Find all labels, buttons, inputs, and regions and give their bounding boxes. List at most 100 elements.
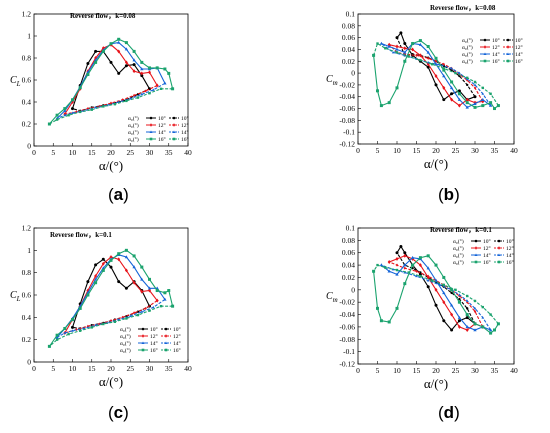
legend-marker — [497, 253, 501, 257]
y-tick-label: 0.08 — [342, 21, 355, 30]
data-point — [473, 328, 477, 332]
y-tick-label: 1 — [27, 32, 31, 41]
data-point — [481, 97, 485, 101]
data-point — [124, 47, 129, 51]
data-point — [426, 45, 430, 48]
x-tick-label: 5 — [376, 146, 380, 155]
data-point — [418, 256, 422, 260]
data-point — [113, 320, 117, 323]
y-tick-label: -0.04 — [339, 92, 355, 101]
legend-marker — [141, 327, 145, 331]
legend-label: 14° — [492, 51, 500, 58]
y-axis-label: CL — [10, 290, 21, 303]
data-point — [473, 306, 477, 310]
data-point — [450, 328, 454, 332]
data-point — [159, 304, 163, 308]
data-point — [79, 329, 82, 332]
series-upstroke-line — [48, 38, 174, 125]
data-point — [442, 283, 445, 287]
chart-title: Reverse flow，k=0.1 — [430, 226, 492, 234]
data-point — [403, 50, 407, 54]
legend-label: 16° — [158, 136, 166, 143]
x-tick-label: 35 — [165, 148, 173, 157]
y-tick-label: -0.08 — [339, 335, 355, 344]
data-point — [171, 304, 174, 308]
y-tick-label: 0 — [27, 358, 31, 367]
data-point — [124, 64, 128, 68]
data-point — [94, 274, 98, 278]
data-point — [466, 76, 469, 80]
data-point — [426, 285, 430, 289]
legend-label: 12° — [173, 333, 181, 340]
data-point — [489, 101, 493, 105]
data-point — [434, 56, 438, 60]
data-point — [403, 46, 407, 51]
legend-marker — [164, 327, 168, 331]
data-point — [450, 288, 454, 292]
x-tick-label: 30 — [146, 148, 154, 157]
legend-label: 14° — [173, 340, 181, 347]
legend-marker — [164, 334, 168, 338]
legend-label: 16° — [492, 58, 500, 65]
data-point — [140, 265, 144, 269]
chart-panel-c: 0 5 10 15 20 25 30 35 40 0 0.2 0.4 0.6 0.8 1 1.2 CL α/(°)… — [10, 224, 192, 423]
data-point — [489, 328, 492, 331]
legend-marker — [506, 52, 510, 56]
data-point — [140, 60, 144, 64]
y-axis-label: Cm — [326, 74, 338, 87]
legend-marker — [506, 38, 510, 42]
data-point — [140, 277, 144, 281]
data-point — [434, 62, 438, 66]
x-tick-label: 35 — [165, 364, 173, 373]
legend-marker — [474, 239, 478, 243]
data-point — [403, 251, 407, 255]
legend-marker — [141, 348, 145, 352]
data-point — [101, 46, 105, 51]
data-point — [454, 71, 457, 75]
data-point — [489, 331, 493, 335]
data-point — [71, 98, 74, 102]
data-point — [465, 328, 469, 332]
data-point — [418, 263, 422, 268]
data-point — [376, 42, 379, 45]
data-point — [434, 263, 438, 267]
x-axis-label: α/(°) — [99, 158, 123, 173]
data-point — [465, 299, 469, 302]
data-point — [55, 338, 59, 341]
y-tick-label: 0.02 — [342, 57, 355, 66]
legend-marker — [483, 59, 487, 63]
data-point — [109, 265, 113, 269]
legend-label: 12° — [483, 245, 491, 252]
legend-marker — [172, 130, 176, 134]
data-point — [403, 59, 407, 63]
legend-marker — [164, 348, 168, 352]
data-point — [442, 300, 446, 305]
data-point — [167, 289, 171, 293]
data-point — [403, 282, 407, 286]
legend-token: α₀(°) — [128, 136, 139, 143]
data-point — [63, 113, 67, 117]
data-point — [473, 322, 477, 326]
series-downstroke-line — [373, 264, 499, 325]
x-tick-label: 10 — [393, 146, 401, 155]
data-point — [427, 274, 430, 278]
data-point — [152, 305, 155, 309]
legend-marker — [506, 59, 510, 63]
data-point — [434, 287, 438, 292]
data-point — [132, 311, 136, 315]
legend-token: α₀(°) — [453, 245, 464, 252]
data-point — [109, 60, 113, 64]
legend-label: 10° — [483, 238, 491, 245]
data-point — [391, 267, 395, 271]
legend-label: 16° — [506, 259, 514, 266]
legend-marker — [474, 253, 478, 257]
data-point — [93, 277, 98, 281]
data-point — [465, 316, 469, 320]
data-point — [148, 309, 151, 312]
data-point — [387, 44, 391, 48]
legend-token: α₀(°) — [462, 51, 473, 58]
data-point — [449, 86, 454, 90]
x-tick-label: 35 — [491, 146, 499, 155]
data-point — [395, 306, 399, 310]
data-point — [79, 110, 82, 114]
